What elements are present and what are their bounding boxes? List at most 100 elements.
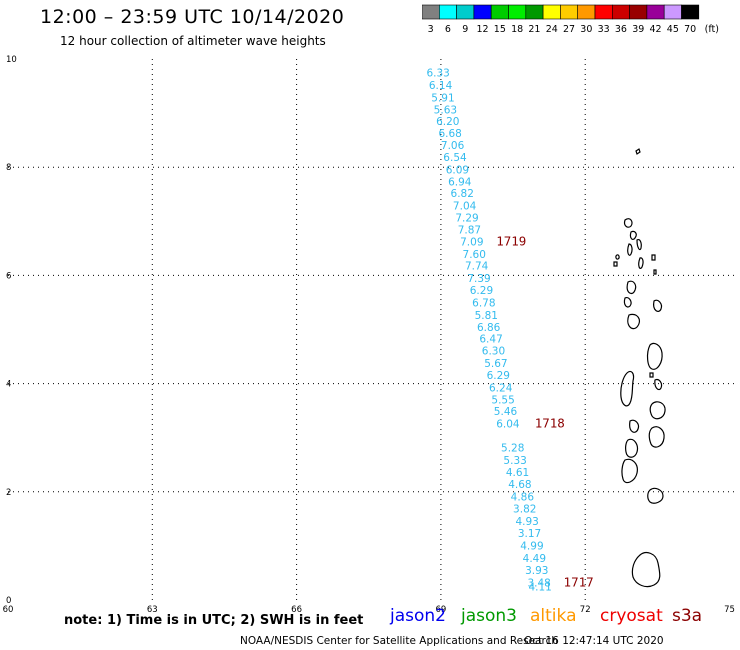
color-bin-label: 42 bbox=[650, 24, 662, 34]
pass-time-label: 1718 bbox=[535, 416, 565, 431]
color-bin bbox=[681, 4, 700, 20]
legend-jason3: jason3 bbox=[461, 606, 517, 626]
wave-height-label: 7.74 bbox=[465, 261, 489, 273]
color-bin-label: 33 bbox=[598, 24, 610, 34]
lon-tick-label: 72 bbox=[580, 605, 591, 615]
wave-height-label: 7.39 bbox=[467, 273, 490, 285]
wave-height-label: 4.49 bbox=[523, 553, 546, 565]
credit-line: NOAA/NESDIS Center for Satellite Applica… bbox=[240, 635, 558, 647]
legend-altika: altika bbox=[530, 606, 577, 626]
color-bin-label: 21 bbox=[528, 24, 540, 34]
maldives-coastline bbox=[613, 148, 666, 588]
wave-height-label: 6.20 bbox=[436, 116, 459, 128]
wave-height-label: 7.29 bbox=[455, 213, 478, 225]
color-bin-label: 45 bbox=[667, 24, 679, 34]
page-subtitle: 12 hour collection of altimeter wave hei… bbox=[60, 34, 326, 48]
lon-tick-label: 75 bbox=[724, 605, 735, 615]
wave-height-label: 6.94 bbox=[448, 176, 472, 188]
color-bin bbox=[612, 4, 630, 20]
wave-height-label: 5.67 bbox=[484, 358, 507, 370]
wave-height-label: 3.82 bbox=[513, 504, 536, 516]
lat-tick-label: 4 bbox=[6, 380, 11, 390]
lat-tick-label: 8 bbox=[6, 163, 11, 173]
wave-height-label: 6.29 bbox=[470, 285, 493, 297]
color-bin bbox=[490, 4, 509, 20]
wave-height-label: 5.46 bbox=[494, 406, 518, 418]
wave-height-label: 4.61 bbox=[506, 467, 529, 479]
color-bin bbox=[560, 4, 578, 20]
lon-tick-label: 60 bbox=[3, 605, 14, 615]
color-bin bbox=[594, 4, 613, 20]
legend-jason2: jason2 bbox=[390, 606, 446, 626]
color-bin bbox=[508, 4, 527, 20]
color-bin bbox=[629, 4, 648, 20]
lat-tick-label: 0 bbox=[6, 596, 11, 606]
wave-height-label: 6.14 bbox=[429, 80, 453, 92]
color-bin bbox=[525, 4, 544, 20]
color-scale-legend: 3 6 9 12 15 18 21 24 27 30 33 36 39 42 45 70 (ft) bbox=[422, 4, 719, 34]
color-bin bbox=[577, 4, 596, 20]
wave-height-label: 6.04 bbox=[496, 419, 520, 431]
timestamp: Oct 16 12:47:14 UTC 2020 bbox=[524, 635, 664, 647]
color-bin-label: 9 bbox=[462, 24, 468, 34]
wave-height-label: 7.06 bbox=[441, 140, 465, 152]
wave-height-label: 4.86 bbox=[511, 492, 535, 504]
wave-height-label: 5.81 bbox=[475, 310, 498, 322]
wave-height-label: 4.11 bbox=[528, 581, 551, 593]
color-bin bbox=[663, 4, 682, 20]
wave-height-label: 6.24 bbox=[489, 382, 513, 394]
wave-height-label: 5.33 bbox=[503, 455, 526, 467]
wave-height-label: 3.93 bbox=[525, 565, 548, 577]
wave-height-label: 6.29 bbox=[487, 370, 510, 382]
altimeter-tracks: 6.336.145.915.636.206.687.066.546.096.94… bbox=[426, 68, 593, 594]
pass-time-label: 1719 bbox=[496, 233, 526, 248]
footnote: note: 1) Time is in UTC; 2) SWH is in fe… bbox=[64, 613, 364, 628]
wave-height-label: 4.99 bbox=[520, 540, 543, 552]
wave-height-label: 5.28 bbox=[501, 442, 524, 454]
color-bin-label: 3 bbox=[428, 24, 434, 34]
color-bin bbox=[438, 4, 457, 20]
wave-height-label: 6.33 bbox=[426, 68, 449, 80]
wave-height-label: 7.09 bbox=[460, 236, 483, 248]
color-bin bbox=[473, 4, 492, 20]
wave-height-label: 6.86 bbox=[477, 322, 501, 334]
color-bin bbox=[646, 4, 665, 20]
color-bin-label: 15 bbox=[494, 24, 506, 34]
wave-height-label: 4.68 bbox=[508, 479, 531, 491]
wave-height-label: 6.09 bbox=[446, 164, 469, 176]
wave-height-label: 7.87 bbox=[458, 224, 481, 236]
wave-height-label: 7.04 bbox=[453, 201, 477, 213]
color-bin-label: 6 bbox=[445, 24, 451, 34]
wave-height-label: 6.82 bbox=[451, 188, 474, 200]
color-bin bbox=[422, 4, 440, 20]
color-bin-label: 39 bbox=[632, 24, 644, 34]
color-bin-label: 24 bbox=[546, 24, 558, 34]
wave-height-label: 7.60 bbox=[463, 249, 486, 261]
pass-time-label: 1717 bbox=[564, 575, 594, 590]
wave-height-label: 6.78 bbox=[472, 297, 495, 309]
color-bin-label: 18 bbox=[511, 24, 523, 34]
unit-label: (ft) bbox=[705, 24, 719, 34]
color-bin bbox=[542, 4, 561, 20]
lat-tick-label: 10 bbox=[6, 55, 17, 65]
color-bin-label: 12 bbox=[477, 24, 489, 34]
wave-height-label: 5.63 bbox=[434, 104, 457, 116]
wave-height-label: 5.55 bbox=[491, 394, 514, 406]
lat-tick-label: 2 bbox=[6, 488, 11, 498]
color-bin-label: 30 bbox=[580, 24, 592, 34]
lat-tick-label: 6 bbox=[6, 271, 11, 281]
wave-height-label: 3.17 bbox=[518, 528, 541, 540]
wave-height-label: 6.30 bbox=[482, 346, 505, 358]
wave-height-label: 4.93 bbox=[515, 516, 538, 528]
color-bin bbox=[456, 4, 475, 20]
color-bin-label: 36 bbox=[615, 24, 627, 34]
wave-height-label: 6.54 bbox=[443, 152, 467, 164]
wave-height-label: 3.48 bbox=[527, 578, 550, 590]
wave-height-label: 6.47 bbox=[479, 334, 502, 346]
color-bin-label: 70 bbox=[684, 24, 696, 34]
color-bin-label: 27 bbox=[563, 24, 575, 34]
page-title: 12:00 – 23:59 UTC 10/14/2020 bbox=[40, 6, 345, 28]
legend-cryosat: cryosat bbox=[600, 606, 663, 626]
